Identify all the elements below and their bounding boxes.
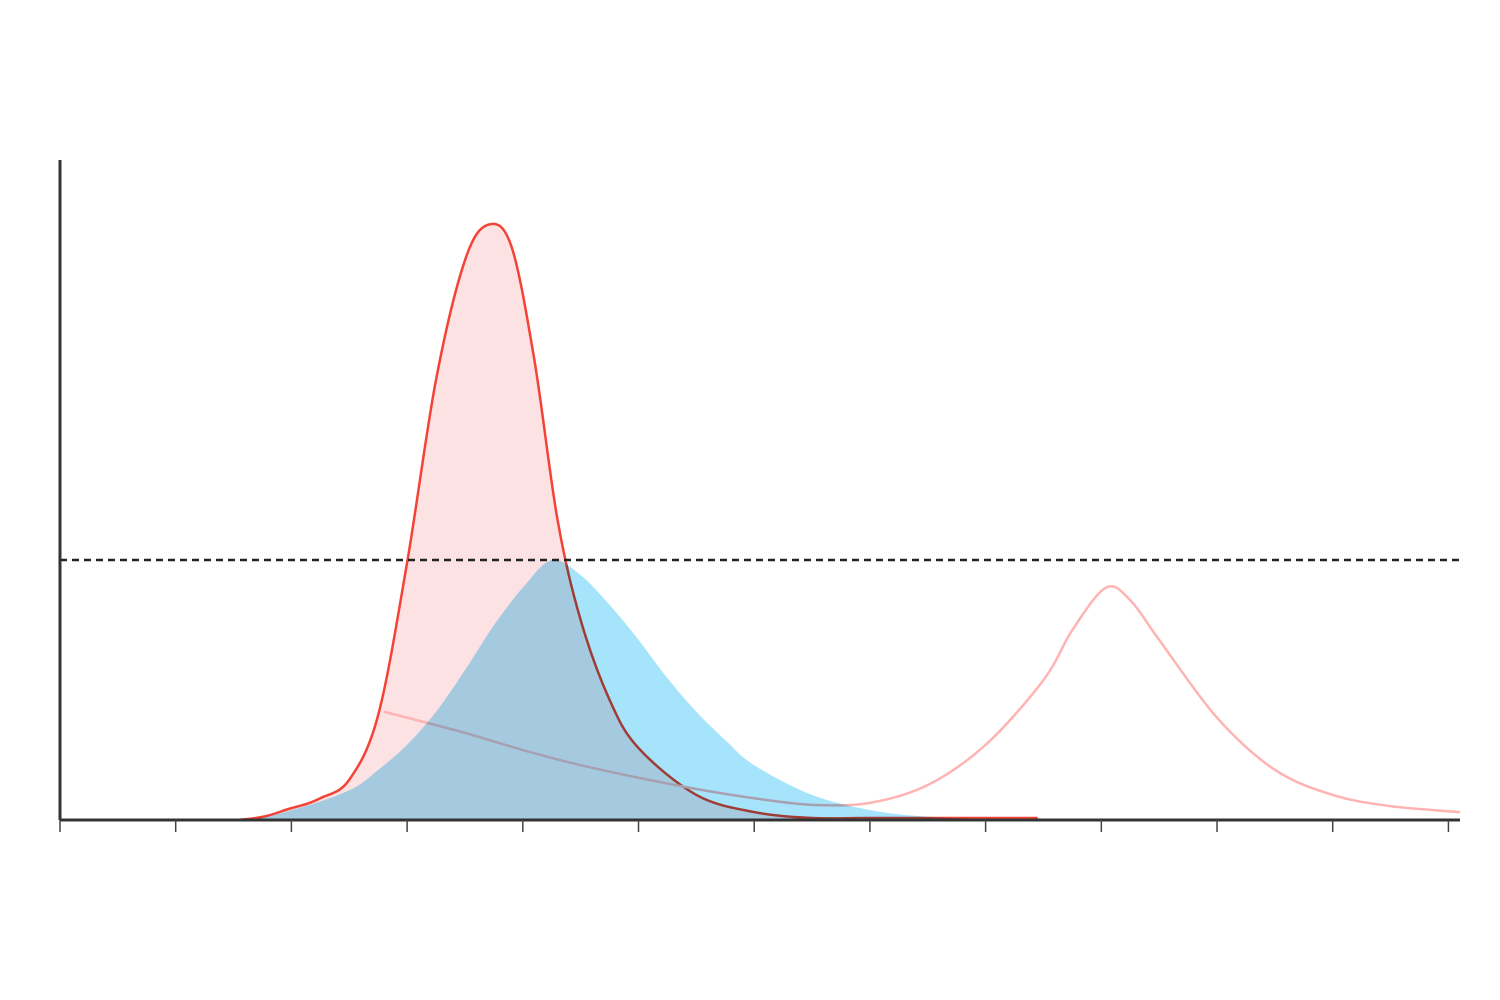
series	[60, 559, 1038, 820]
area-fill	[60, 223, 1038, 821]
area-fill	[60, 559, 1038, 820]
